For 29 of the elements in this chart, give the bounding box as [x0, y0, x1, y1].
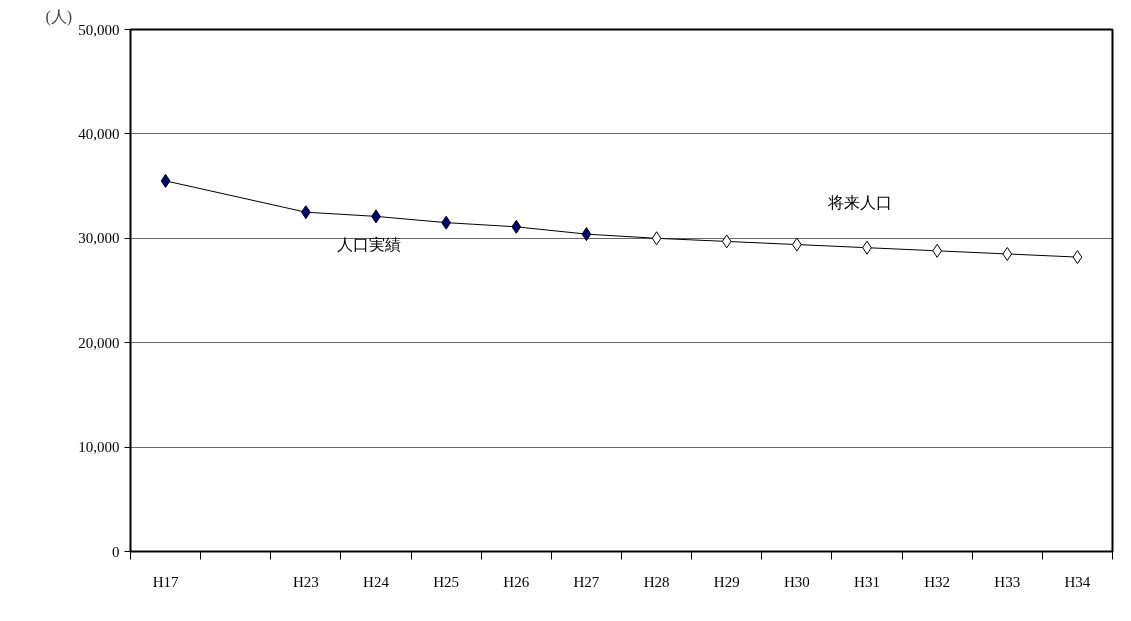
x-tick-label: H25 [433, 573, 460, 590]
x-tick-label: H31 [854, 573, 880, 590]
text: 将来人口 [826, 194, 892, 212]
y-tick-label: 50,000 [78, 21, 120, 38]
x-tick-label: H30 [783, 573, 810, 590]
y-tick-label: 10,000 [78, 439, 120, 456]
point [160, 173, 171, 188]
y-tick-label: 0 [112, 543, 120, 560]
point [1072, 250, 1083, 265]
point [651, 231, 662, 246]
x-tick-label: H27 [573, 573, 600, 590]
x-tick-label: H33 [994, 573, 1021, 590]
x-tick-label: H23 [292, 573, 319, 590]
y-tick-label: 40,000 [78, 125, 120, 142]
point [1002, 246, 1013, 261]
y-tick-label: 30,000 [78, 230, 120, 247]
x-tick-label: H28 [643, 573, 670, 590]
point [721, 234, 732, 249]
point [511, 219, 522, 234]
x-tick-label: H29 [713, 573, 740, 590]
x-tick-label: H32 [924, 573, 951, 590]
x-tick-label: H34 [1064, 573, 1091, 590]
point [581, 227, 592, 242]
x-tick-label: H17 [152, 573, 179, 590]
y-axis-title: (人) [45, 7, 73, 26]
series-label: 人口実績 [336, 235, 401, 253]
y-tick-label: 20,000 [78, 334, 120, 351]
x-tick-label: H24 [363, 573, 390, 590]
x-tick-label: H26 [503, 573, 530, 590]
